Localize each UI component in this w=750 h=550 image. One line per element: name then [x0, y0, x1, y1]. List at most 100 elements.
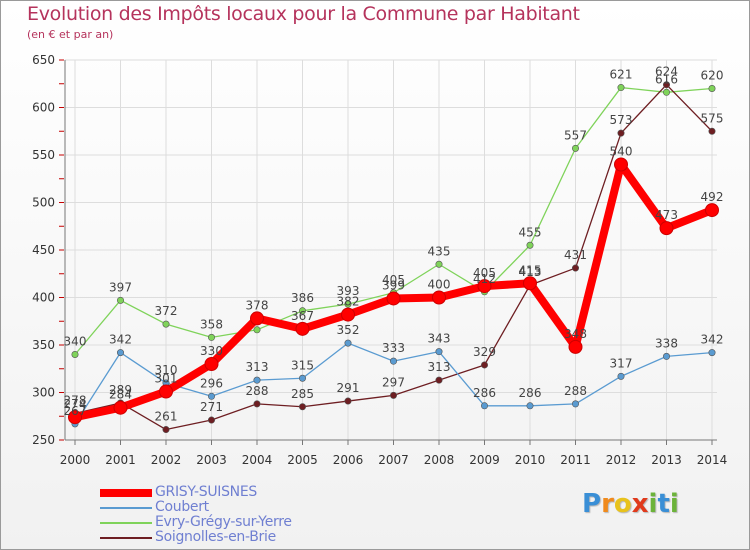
data-point-grisy-suisnes — [113, 400, 128, 415]
data-point-evry-gregy-sur-yerre — [344, 300, 352, 308]
data-label-soignolles-en-brie: 291 — [337, 381, 360, 395]
logo-letter: i — [648, 489, 658, 519]
data-point-evry-gregy-sur-yerre — [708, 85, 716, 93]
data-label-evry-gregy-sur-yerre: 616 — [655, 72, 678, 86]
x-tick-label: 2012 — [606, 453, 637, 467]
data-label-grisy-suisnes: 274 — [64, 397, 87, 411]
x-tick-label: 2011 — [560, 453, 591, 467]
data-point-coubert — [298, 374, 306, 382]
data-label-grisy-suisnes: 367 — [291, 309, 314, 323]
legend-swatch — [100, 506, 152, 509]
data-point-coubert — [708, 349, 716, 357]
data-point-soignolles-en-brie — [617, 129, 625, 137]
y-tick-label: 650 — [32, 53, 55, 67]
logo-letter: r — [601, 489, 614, 519]
data-label-soignolles-en-brie: 271 — [200, 400, 223, 414]
data-label-evry-gregy-sur-yerre: 620 — [701, 69, 724, 83]
data-label-evry-gregy-sur-yerre: 340 — [64, 335, 87, 349]
data-label-coubert: 296 — [200, 376, 223, 390]
data-label-evry-gregy-sur-yerre: 393 — [337, 284, 360, 298]
data-label-grisy-suisnes: 348 — [564, 327, 587, 341]
x-tick-label: 2002 — [151, 453, 182, 467]
data-label-coubert: 313 — [246, 360, 269, 374]
data-label-evry-gregy-sur-yerre: 435 — [428, 244, 451, 258]
data-point-soignolles-en-brie — [344, 397, 352, 405]
x-tick-label: 2004 — [242, 453, 273, 467]
data-point-soignolles-en-brie — [389, 391, 397, 399]
axes: 250 300 350 400 450 500 550 600 650 2000 2001 2002 2… — [32, 53, 727, 467]
data-point-soignolles-en-brie — [435, 376, 443, 384]
chart-title: Evolution des Impôts locaux pour la Comm… — [27, 3, 580, 25]
data-point-soignolles-en-brie — [253, 400, 261, 408]
x-tick-label: 2003 — [196, 453, 227, 467]
legend-swatch — [100, 536, 152, 539]
data-point-grisy-suisnes — [250, 311, 264, 326]
data-point-coubert — [662, 352, 670, 360]
legend: GRISY-SUISNES Coubert Evry-Grégy-sur-Yerre… — [100, 485, 292, 545]
data-point-soignolles-en-brie — [162, 426, 170, 434]
data-point-evry-gregy-sur-yerre — [117, 296, 125, 304]
x-tick-label: 2001 — [105, 453, 136, 467]
x-tick-label: 2014 — [697, 453, 728, 467]
data-label-grisy-suisnes: 415 — [519, 263, 542, 277]
data-label-coubert: 286 — [519, 386, 542, 400]
y-tick-label: 250 — [32, 433, 55, 447]
data-point-grisy-suisnes — [705, 203, 719, 218]
data-label-soignolles-en-brie: 573 — [610, 113, 633, 127]
data-label-evry-gregy-sur-yerre: 621 — [610, 68, 633, 82]
data-label-soignolles-en-brie: 329 — [473, 345, 496, 359]
x-tick-label: 2010 — [515, 453, 546, 467]
data-point-coubert — [389, 357, 397, 365]
data-label-evry-gregy-sur-yerre: 358 — [200, 317, 223, 331]
data-point-grisy-suisnes — [432, 290, 446, 305]
data-label-soignolles-en-brie: 289 — [109, 383, 132, 397]
y-tick-label: 350 — [32, 338, 55, 352]
data-label-soignolles-en-brie: 261 — [155, 410, 178, 424]
legend-item-grisy-suisnes: GRISY-SUISNES — [100, 485, 292, 500]
data-label-evry-gregy-sur-yerre: 412 — [473, 272, 496, 286]
data-point-evry-gregy-sur-yerre — [526, 241, 534, 249]
data-point-evry-gregy-sur-yerre — [298, 307, 306, 315]
x-tick-label: 2000 — [60, 453, 91, 467]
data-point-evry-gregy-sur-yerre — [662, 88, 670, 96]
data-label-evry-gregy-sur-yerre: 397 — [109, 280, 132, 294]
data-point-coubert — [480, 402, 488, 410]
proxiti-logo: Proxiti — [582, 489, 679, 519]
data-label-grisy-suisnes: 378 — [246, 298, 269, 312]
y-tick-label: 450 — [32, 243, 55, 257]
data-point-coubert — [526, 402, 534, 410]
data-point-coubert — [617, 372, 625, 380]
data-label-grisy-suisnes: 492 — [701, 190, 724, 204]
legend-label: Evry-Grégy-sur-Yerre — [155, 514, 292, 530]
data-point-coubert — [435, 348, 443, 356]
data-label-coubert: 286 — [473, 386, 496, 400]
logo-letter: t — [657, 489, 670, 519]
legend-swatch — [100, 488, 152, 497]
data-point-coubert — [344, 339, 352, 347]
y-tick-label: 300 — [32, 386, 55, 400]
data-point-soignolles-en-brie — [708, 127, 716, 135]
data-point-soignolles-en-brie — [208, 416, 216, 424]
chart-subtitle: (en € et par an) — [27, 28, 114, 41]
data-label-coubert: 310 — [155, 363, 178, 377]
data-point-evry-gregy-sur-yerre — [162, 320, 170, 328]
logo-letter: P — [582, 489, 602, 519]
legend-item-evry-gregy-sur-yerre: Evry-Grégy-sur-Yerre — [100, 515, 292, 530]
data-point-evry-gregy-sur-yerre — [435, 260, 443, 268]
logo-letter: x — [631, 489, 649, 519]
data-label-soignolles-en-brie: 285 — [291, 387, 314, 401]
data-label-soignolles-en-brie: 313 — [428, 360, 451, 374]
legend-label: GRISY-SUISNES — [155, 484, 257, 500]
data-point-grisy-suisnes — [477, 279, 492, 294]
logo-letter: o — [613, 489, 632, 519]
y-tick-label: 550 — [32, 148, 55, 162]
data-point-grisy-suisnes — [659, 221, 674, 236]
data-point-grisy-suisnes — [295, 321, 310, 336]
data-label-grisy-suisnes: 473 — [655, 208, 678, 222]
data-label-grisy-suisnes: 405 — [473, 266, 496, 280]
data-label-coubert: 342 — [701, 333, 724, 347]
data-label-evry-gregy-sur-yerre: 372 — [155, 304, 178, 318]
data-label-evry-gregy-sur-yerre: 405 — [382, 273, 405, 287]
